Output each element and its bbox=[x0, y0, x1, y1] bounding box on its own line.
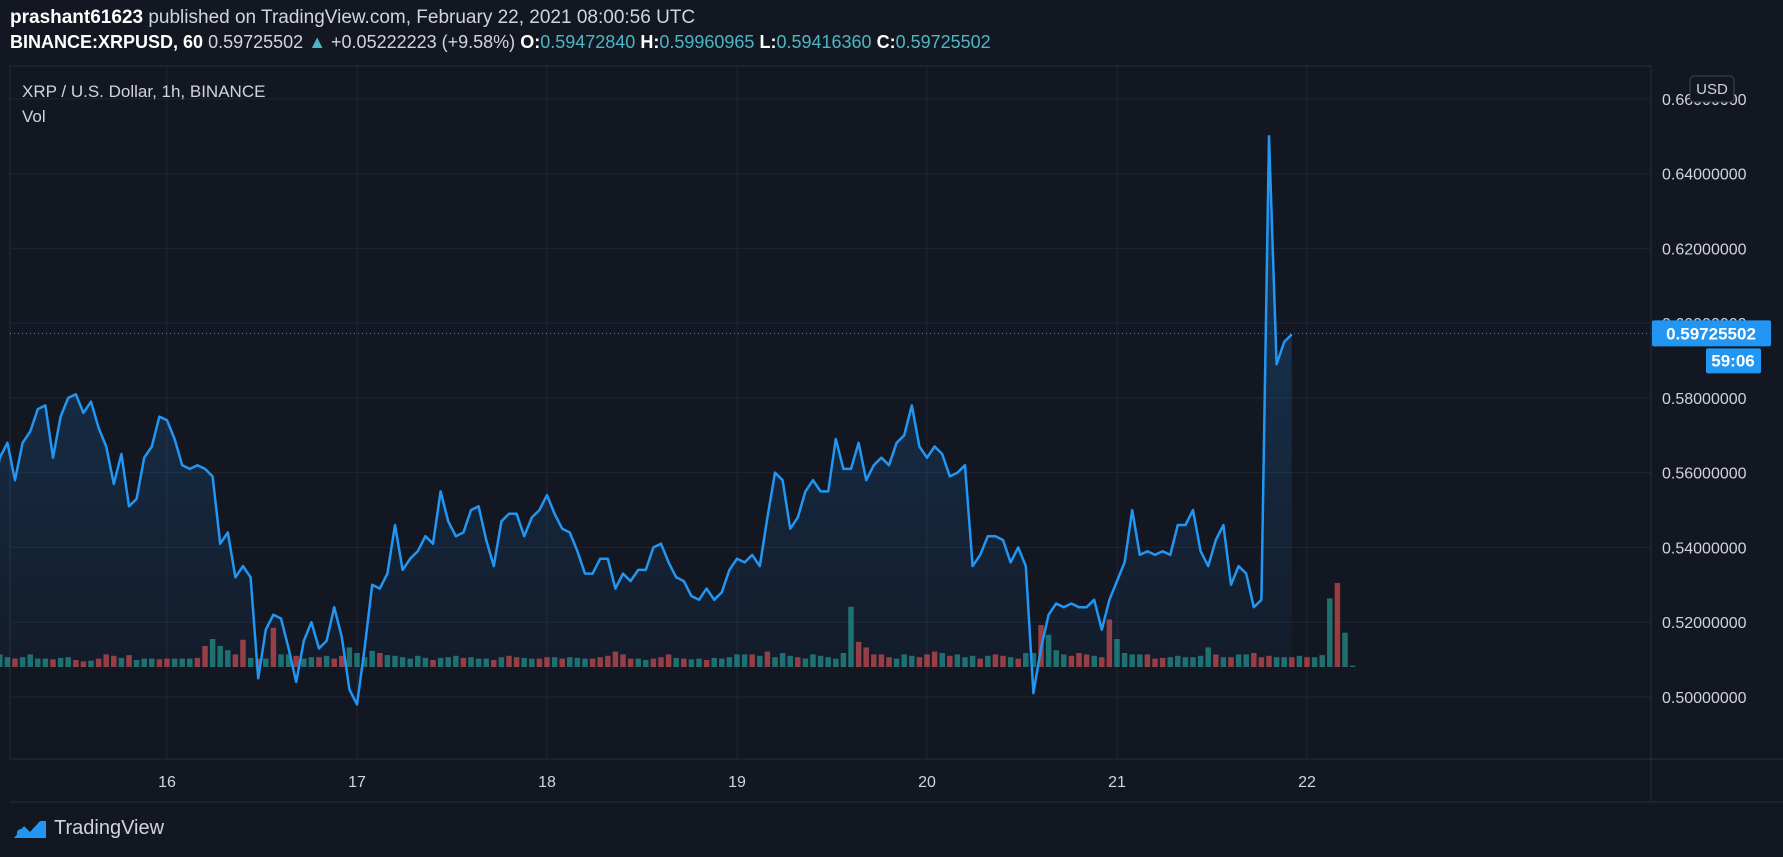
open-label: O: bbox=[520, 32, 541, 52]
price-change: +0.05222223 (+9.58%) bbox=[331, 32, 516, 52]
time-axis[interactable]: 16 17 18 19 20 21 22 bbox=[158, 774, 1316, 791]
y-tick-label: 0.58000000 bbox=[1662, 391, 1747, 408]
high-value: 0.59960965 bbox=[659, 32, 755, 52]
volume-bar bbox=[1030, 653, 1037, 667]
change-arrow-icon: ▲ bbox=[308, 32, 327, 52]
tradingview-logo-icon[interactable] bbox=[12, 818, 48, 840]
chart-header: prashant61623 published on TradingView.c… bbox=[10, 6, 1770, 54]
last-price: 0.59725502 bbox=[208, 32, 304, 52]
volume-bar bbox=[1342, 632, 1348, 667]
y-tick-label: 0.52000000 bbox=[1662, 615, 1747, 632]
x-tick-label: 16 bbox=[158, 774, 176, 791]
ohlc-line: BINANCE:XRPUSD, 60 0.59725502 ▲ +0.05222… bbox=[10, 30, 1770, 54]
y-tick-label: 0.54000000 bbox=[1662, 540, 1747, 557]
footer-brand[interactable]: TradingView bbox=[54, 817, 165, 839]
symbol-label: BINANCE:XRPUSD, 60 bbox=[10, 32, 204, 52]
y-tick-label: 0.62000000 bbox=[1662, 241, 1747, 258]
x-tick-label: 17 bbox=[348, 774, 366, 791]
x-tick-label: 22 bbox=[1298, 774, 1316, 791]
y-tick-label: 0.50000000 bbox=[1662, 690, 1747, 707]
volume-bar bbox=[1349, 665, 1356, 667]
currency-button[interactable]: USD bbox=[1689, 75, 1735, 103]
volume-bar bbox=[1296, 655, 1303, 667]
volume-bar bbox=[1327, 598, 1333, 667]
volume-bar bbox=[346, 647, 353, 667]
x-tick-label: 19 bbox=[728, 774, 746, 791]
countdown-text: 59:06 bbox=[1711, 351, 1754, 370]
price-area-fill bbox=[0, 136, 1292, 705]
last-price-badge: 0.59725502 bbox=[1652, 320, 1771, 347]
volume-bar bbox=[1311, 657, 1318, 667]
volume-bar bbox=[1304, 657, 1310, 667]
volume-bar bbox=[354, 653, 360, 667]
y-tick-label: 0.56000000 bbox=[1662, 466, 1747, 483]
legend-title: XRP / U.S. Dollar, 1h, BINANCE bbox=[22, 82, 265, 101]
y-tick-label: 0.64000000 bbox=[1662, 167, 1747, 184]
legend-volume-label: Vol bbox=[22, 107, 46, 126]
last-price-badge-text: 0.59725502 bbox=[1666, 324, 1756, 343]
close-label: C: bbox=[876, 32, 896, 52]
close-value: 0.59725502 bbox=[895, 32, 991, 52]
price-axis[interactable]: 0.50000000 0.52000000 0.54000000 0.56000000… bbox=[1662, 92, 1747, 707]
countdown-badge: 59:06 bbox=[1706, 348, 1761, 374]
currency-label: USD bbox=[1696, 81, 1728, 98]
publisher-name[interactable]: prashant61623 bbox=[10, 7, 144, 28]
price-line bbox=[0, 135, 1293, 706]
high-label: H: bbox=[640, 32, 660, 52]
footer: TradingView bbox=[12, 817, 164, 840]
low-label: L: bbox=[759, 32, 777, 52]
volume-bar bbox=[293, 655, 299, 667]
publish-line: prashant61623 published on TradingView.c… bbox=[10, 6, 1770, 30]
low-value: 0.59416360 bbox=[776, 32, 872, 52]
volume-bar bbox=[1334, 583, 1341, 667]
published-text: published on TradingView.com, February 2… bbox=[148, 7, 696, 28]
open-value: 0.59472840 bbox=[540, 32, 636, 52]
x-tick-label: 20 bbox=[918, 774, 936, 791]
volume-bar bbox=[1319, 655, 1325, 667]
x-tick-label: 21 bbox=[1108, 774, 1126, 791]
x-tick-label: 18 bbox=[538, 774, 556, 791]
